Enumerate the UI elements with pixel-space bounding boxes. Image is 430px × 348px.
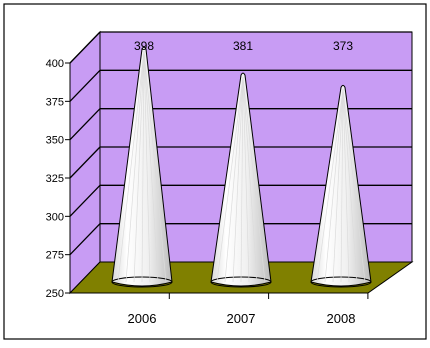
y-tick-label: 300 — [46, 211, 64, 223]
data-label: 398 — [134, 39, 154, 53]
y-tick-label: 250 — [46, 288, 64, 300]
cone-shade — [125, 51, 145, 283]
x-tick-labels: 2006 2007 2008 — [128, 293, 369, 326]
gridline-side — [69, 31, 101, 64]
y-tick-label: 325 — [46, 173, 64, 185]
data-label: 381 — [233, 39, 253, 53]
y-tick-label: 375 — [46, 96, 64, 108]
y-tick-label: 400 — [46, 58, 64, 70]
y-tick-label: 350 — [46, 135, 64, 147]
cone-bar-2007 — [210, 72, 272, 287]
y-tick-labels: 250 275 300 325 350 375 400 — [46, 58, 70, 300]
cone-series — [111, 46, 372, 288]
cone-bar-2006 — [111, 46, 173, 287]
cone-shade — [332, 89, 344, 283]
gridline-side — [69, 184, 101, 217]
cone-shade — [342, 89, 358, 283]
gridline-side — [69, 69, 101, 102]
cone-shade — [133, 51, 145, 283]
cone-shade — [232, 77, 244, 283]
cone-shade — [141, 51, 145, 283]
data-labels: 398 381 373 — [134, 39, 353, 53]
x-tick-label: 2007 — [227, 311, 256, 326]
x-tick-label: 2006 — [128, 311, 157, 326]
y-tick-label: 275 — [46, 250, 64, 262]
cone-shade — [240, 77, 244, 283]
cone-shade — [242, 77, 266, 283]
x-tick-label: 2008 — [327, 311, 356, 326]
gridline-side — [69, 108, 101, 141]
cone-shade — [342, 89, 350, 283]
cone-shade — [143, 51, 159, 283]
cone-shade — [143, 51, 167, 283]
cone-shade — [117, 51, 145, 283]
cone-shade — [316, 89, 344, 283]
cone-shade — [324, 89, 344, 283]
cone-shade — [143, 51, 151, 283]
cone-shade — [224, 77, 244, 283]
data-label: 373 — [333, 39, 353, 53]
gridline-side — [69, 146, 101, 179]
cone-bar-2008 — [310, 84, 372, 287]
cone-shade — [242, 77, 258, 283]
gridline-side — [69, 223, 101, 256]
cone-shade — [216, 77, 244, 283]
cone-shade — [342, 89, 366, 283]
cone-shade — [242, 77, 250, 283]
cone-shade — [340, 89, 344, 283]
